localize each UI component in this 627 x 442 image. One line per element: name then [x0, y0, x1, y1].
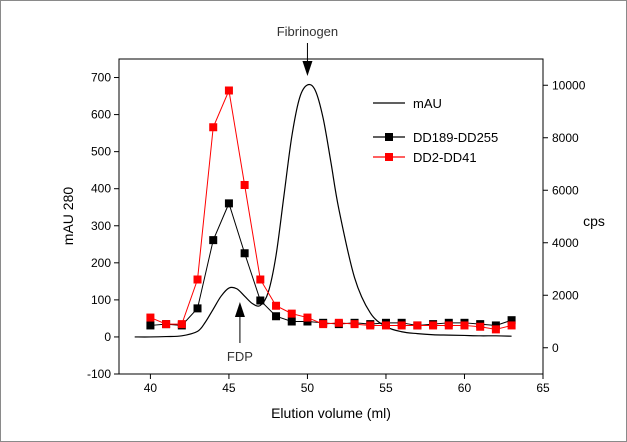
y2-axis-title: cps: [583, 213, 605, 229]
annotation-fdp: FDP: [227, 349, 253, 364]
data-point: [146, 313, 155, 322]
series-line-mAU: [134, 83, 512, 338]
data-point: [193, 275, 202, 284]
legend-label: DD189-DD255: [413, 130, 498, 145]
data-point: [413, 321, 422, 330]
y-tick-label: 100: [91, 293, 111, 307]
y2-tick-label: 4000: [552, 236, 579, 250]
legend: mAU DD189-DD255 DD2-DD41: [373, 96, 498, 165]
data-point: [381, 321, 390, 330]
data-point: [146, 321, 155, 330]
x-tick-label: 50: [301, 381, 315, 395]
legend-label: mAU: [413, 96, 442, 111]
data-point: [224, 86, 233, 95]
x-tick-label: 40: [144, 381, 158, 395]
data-point: [507, 316, 516, 325]
annotations: Fibrinogen FDP: [227, 24, 338, 364]
data-point: [491, 325, 500, 334]
series-line-dd2-dd41: [150, 88, 512, 330]
data-point: [240, 181, 249, 189]
y-tick-label: 600: [91, 108, 111, 122]
data-point: [476, 322, 485, 331]
legend-marker: [385, 133, 393, 141]
data-point: [240, 249, 249, 258]
data-point: [209, 236, 218, 245]
data-point: [303, 313, 312, 322]
data-point: [162, 320, 171, 329]
x-tick-label: 60: [458, 381, 472, 395]
y2-tick-label: 0: [552, 341, 559, 355]
arrow-fdp-head: [234, 302, 245, 317]
y2-tick-label: 8000: [552, 131, 579, 145]
data-point: [397, 321, 406, 330]
arrow-fibrinogen-head: [302, 61, 313, 76]
data-point: [287, 317, 296, 326]
data-point: [507, 321, 516, 330]
y-axis-title: mAU 280: [60, 187, 76, 246]
legend-marker: [385, 153, 393, 161]
y-tick-label: 400: [91, 182, 111, 196]
y2-tick-label: 2000: [552, 288, 579, 302]
data-point: [319, 320, 328, 329]
data-point: [350, 320, 359, 329]
x-tick-label: 45: [222, 381, 236, 395]
data-point: [224, 199, 233, 208]
data-point: [256, 296, 265, 305]
data-point: [444, 321, 453, 330]
data-point: [209, 123, 218, 132]
annotation-fibrinogen: Fibrinogen: [277, 24, 338, 39]
data-point: [256, 275, 265, 284]
data-point: [177, 320, 186, 329]
data-point: [272, 301, 281, 310]
data-point: [460, 321, 469, 330]
data-point: [272, 312, 281, 321]
y2-tick-label: 6000: [552, 183, 579, 197]
series-line-dd189-dd255: [150, 201, 512, 326]
y-tick-label: -100: [87, 367, 111, 381]
y-tick-label: 300: [91, 219, 111, 233]
data-point: [429, 321, 438, 330]
x-axis-title: Elution volume (ml): [271, 405, 391, 421]
y-tick-label: 700: [91, 71, 111, 85]
legend-label: DD2-DD41: [413, 150, 477, 165]
axes-layer: 40 45 50 55 60 65 -100 0 100 200 300 400 500 600 700 0 2…: [87, 71, 586, 395]
y-tick-label: 0: [104, 330, 111, 344]
data-point: [334, 318, 343, 327]
y-tick-label: 500: [91, 145, 111, 159]
data-point: [366, 321, 375, 330]
x-tick-label: 55: [379, 381, 393, 395]
x-tick-label: 65: [536, 381, 550, 395]
series-layer: [134, 83, 516, 338]
data-point: [193, 304, 202, 313]
plot-area: [118, 58, 544, 375]
y-tick-label: 200: [91, 256, 111, 270]
y2-tick-label: 10000: [552, 78, 586, 92]
data-point: [287, 309, 296, 318]
